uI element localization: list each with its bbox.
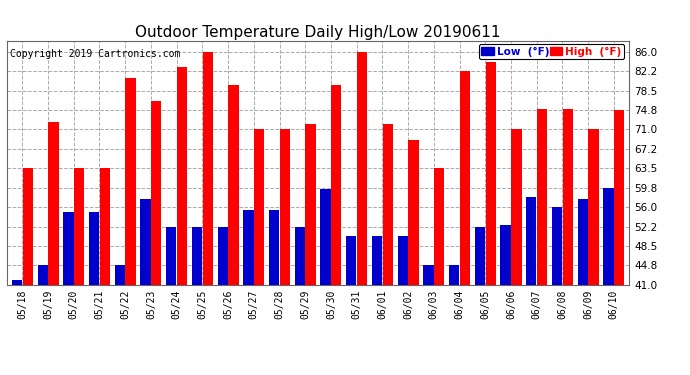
Bar [279,129,290,285]
Bar [408,140,419,285]
Bar [562,109,573,285]
Bar [526,197,536,285]
Bar [578,200,588,285]
Bar [589,129,599,285]
Bar [434,168,444,285]
Bar [203,52,213,285]
Bar [423,265,433,285]
Bar [269,210,279,285]
Bar [177,67,187,285]
Legend: Low  (°F), High  (°F): Low (°F), High (°F) [479,44,624,59]
Bar [511,129,522,285]
Bar [151,101,161,285]
Bar [552,207,562,285]
Bar [500,225,511,285]
Bar [460,71,470,285]
Bar [475,227,485,285]
Bar [614,110,624,285]
Bar [48,122,59,285]
Bar [486,62,496,285]
Bar [228,86,239,285]
Bar [89,212,99,285]
Bar [372,236,382,285]
Bar [306,124,316,285]
Bar [63,212,74,285]
Bar [100,168,110,285]
Bar [383,124,393,285]
Bar [23,168,33,285]
Bar [397,236,408,285]
Bar [126,78,136,285]
Bar [295,227,305,285]
Bar [346,236,357,285]
Bar [357,52,367,285]
Title: Outdoor Temperature Daily High/Low 20190611: Outdoor Temperature Daily High/Low 20190… [135,25,501,40]
Bar [331,86,342,285]
Bar [603,188,613,285]
Bar [12,280,22,285]
Text: Copyright 2019 Cartronics.com: Copyright 2019 Cartronics.com [10,49,180,58]
Bar [74,168,84,285]
Bar [537,109,547,285]
Bar [449,265,460,285]
Bar [140,200,150,285]
Bar [320,189,331,285]
Bar [244,210,253,285]
Bar [115,265,125,285]
Bar [192,227,202,285]
Bar [217,227,228,285]
Bar [254,129,264,285]
Bar [166,227,177,285]
Bar [37,265,48,285]
